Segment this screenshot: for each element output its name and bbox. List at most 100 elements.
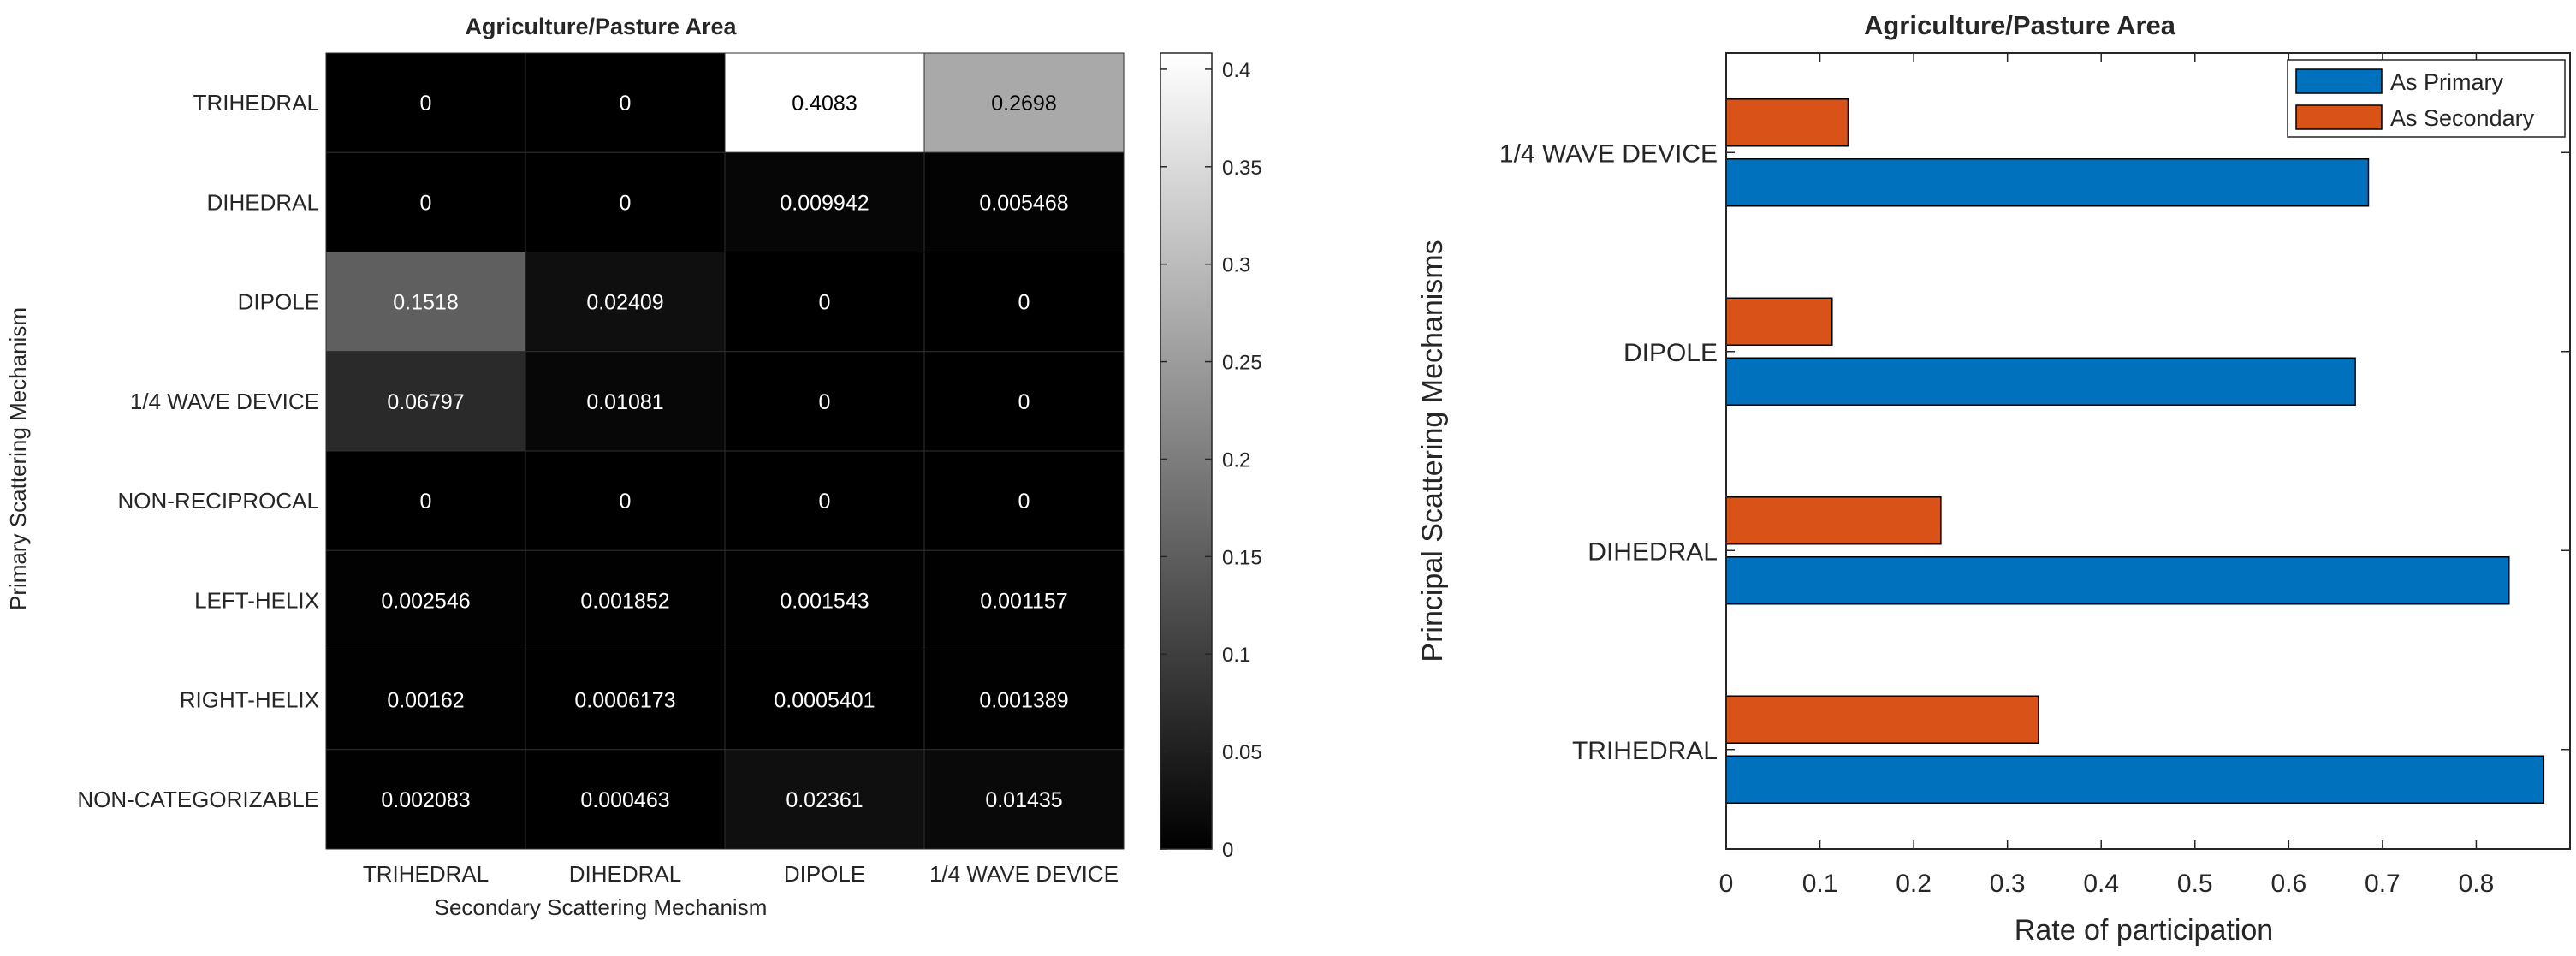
heatmap-cell	[525, 450, 726, 551]
y-tick-label-trihedral: TRIHEDRAL	[1572, 737, 1718, 765]
heatmap-column-label-dipole: DIPOLE	[784, 861, 865, 887]
heatmap-cell	[325, 749, 526, 850]
heatmap-cell	[724, 151, 925, 252]
y-tick-label-dipole: DIPOLE	[1623, 339, 1718, 367]
x-tick-label: 0.6	[2270, 870, 2306, 898]
colorbar-tick-label: 0.3	[1222, 254, 1250, 277]
heatmap-cell	[724, 252, 925, 353]
colorbar-tick-label: 0.4	[1222, 59, 1250, 82]
heatmap-cell	[923, 650, 1125, 751]
heatmap-cell-value: 0.001157	[980, 589, 1067, 613]
bar-as-primary-dihedral	[1725, 556, 2510, 605]
heatmap-cell	[525, 351, 726, 452]
heatmap-cell-value: 0	[819, 490, 831, 514]
heatmap-cell-value: 0.01081	[586, 390, 663, 414]
heatmap-cell-value: 0.002546	[381, 589, 470, 613]
heatmap-cell-value: 0.06797	[387, 390, 464, 414]
heatmap-cell-value: 0	[819, 390, 831, 414]
bar-chart: Agriculture/Pasture Area 0 0.1 0.2 0.3 0.4 0.…	[1416, 10, 2571, 947]
heatmap-row-label-right-helix: RIGHT-HELIX	[180, 687, 319, 713]
colorbar-tick-label: 0	[1222, 839, 1233, 862]
heatmap-y-axis-label: Primary Scattering Mechanism	[5, 307, 31, 610]
heatmap-cell-value: 0.000463	[580, 788, 669, 812]
heatmap-cell-value: 0.0006173	[574, 689, 675, 713]
colorbar-tick-label: 0.35	[1222, 157, 1262, 180]
heatmap-cell-value: 0.02409	[586, 291, 663, 315]
heatmap-row-label-dihedral: DIHEDRAL	[207, 189, 319, 215]
bar-chart-x-axis-label: Rate of participation	[2015, 914, 2273, 947]
colorbar-gradient	[1160, 52, 1213, 850]
bar-as-primary-trihedral	[1725, 755, 2545, 804]
heatmap-row-labels: TRIHEDRAL DIHEDRAL DIPOLE 1/4 WAVE DEVICE NO…	[77, 90, 319, 812]
heatmap-cell-value: 0.001543	[780, 589, 869, 613]
x-tick-label: 0.7	[2365, 870, 2401, 898]
heatmap-cell	[325, 351, 526, 452]
bar-as-primary-1-4-wave-device	[1725, 158, 2370, 207]
x-tick-label: 0.4	[2083, 870, 2119, 898]
x-tick-label: 0.1	[1802, 870, 1838, 898]
heatmap-cell	[923, 749, 1125, 850]
x-tick-label: 0.8	[2459, 870, 2495, 898]
heatmap-cell-value: 0.009942	[780, 191, 869, 215]
bar-as-secondary-trihedral	[1725, 695, 2039, 744]
heatmap-cell	[525, 749, 726, 850]
heatmap-cell	[724, 650, 925, 751]
heatmap-row-label-1-4-wave-device: 1/4 WAVE DEVICE	[130, 389, 319, 414]
heatmap-column-labels: TRIHEDRAL DIHEDRAL DIPOLE 1/4 WAVE DEVICE	[363, 861, 1119, 887]
heatmap-cell	[724, 450, 925, 551]
bar-chart-title: Agriculture/Pasture Area	[1864, 10, 2176, 40]
bar-as-secondary-1-4-wave-device	[1725, 98, 1849, 147]
legend-swatch-as-primary	[2295, 68, 2383, 94]
heatmap-cell-value: 0	[620, 490, 632, 514]
colorbar-tick-label: 0.25	[1222, 352, 1262, 375]
heatmap-cell-value: 0	[1018, 490, 1030, 514]
x-tick-label: 0.2	[1896, 870, 1932, 898]
heatmap-x-axis-label: Secondary Scattering Mechanism	[435, 894, 768, 920]
heatmap-cell	[923, 252, 1125, 353]
heatmap-cell-value: 0.001852	[580, 589, 669, 613]
colorbar-tick-label: 0.05	[1222, 741, 1262, 764]
heatmap-cell-value: 0.002083	[381, 788, 470, 812]
heatmap-cell	[525, 52, 726, 153]
legend-label-as-secondary: As Secondary	[2390, 105, 2535, 131]
bar-as-secondary-dipole	[1725, 297, 1833, 346]
heatmap-column-label-dihedral: DIHEDRAL	[569, 861, 681, 887]
heatmap-title: Agriculture/Pasture Area	[465, 14, 737, 39]
heatmap-chart: Agriculture/Pasture Area 0 0 0.4083 0.26980…	[5, 14, 1262, 920]
bar-chart-y-axis-label: Principal Scattering Mechanisms	[1416, 240, 1449, 662]
heatmap-cell-value: 0.005468	[979, 191, 1068, 215]
heatmap-cell	[923, 351, 1125, 452]
heatmap-cell	[525, 151, 726, 252]
bar-chart-axes-box	[1725, 52, 2571, 850]
heatmap-cell-value: 0	[1018, 291, 1030, 315]
legend-swatch-as-secondary	[2295, 104, 2383, 130]
heatmap-cell-value: 0.1518	[393, 291, 458, 315]
heatmap-cell	[923, 52, 1125, 153]
bar-chart-y-ticks: TRIHEDRAL DIHEDRAL DIPOLE 1/4 WAVE DEVICE	[1499, 140, 2570, 765]
heatmap-cell-value: 0.02361	[786, 788, 863, 812]
heatmap-cell	[923, 549, 1125, 650]
heatmap-cell-value: 0.2698	[991, 92, 1056, 116]
heatmap-cell-value: 0	[420, 191, 432, 215]
heatmap-cell	[923, 450, 1125, 551]
colorbar-tick-label: 0.15	[1222, 546, 1262, 569]
colorbar-tick-label: 0.1	[1222, 644, 1250, 667]
heatmap-row-label-trihedral: TRIHEDRAL	[193, 90, 319, 116]
heatmap-cell-value: 0	[1018, 390, 1030, 414]
heatmap-column-label-trihedral: TRIHEDRAL	[363, 861, 489, 887]
bar-chart-x-ticks: 0 0.1 0.2 0.3 0.4 0.5 0.6 0.7 0.8	[1719, 53, 2495, 898]
y-tick-label-dihedral: DIHEDRAL	[1588, 537, 1718, 566]
x-tick-label: 0.3	[1990, 870, 2026, 898]
bar-chart-bars	[1725, 98, 2545, 804]
bar-as-primary-dipole	[1725, 357, 2356, 406]
y-tick-label-1-4-wave-device: 1/4 WAVE DEVICE	[1499, 140, 1718, 168]
heatmap-cell	[325, 450, 526, 551]
heatmap-cell-value: 0	[420, 490, 432, 514]
heatmap-cell	[724, 351, 925, 452]
heatmap-cell-value: 0	[620, 92, 632, 116]
x-tick-label: 0.5	[2177, 870, 2213, 898]
heatmap-cell-value: 0.001389	[979, 689, 1068, 713]
x-tick-label: 0	[1719, 870, 1734, 898]
heatmap-cell-value: 0	[819, 291, 831, 315]
colorbar-tick-label: 0.2	[1222, 448, 1250, 472]
